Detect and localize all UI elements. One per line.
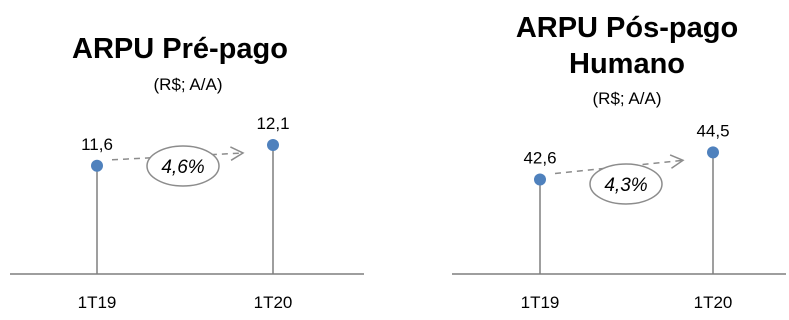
chart2-tick-label: 1T20 [694, 293, 733, 312]
chart2-title-line2: Humano [569, 48, 685, 80]
chart1-tick-label: 1T20 [254, 293, 293, 312]
chart2-growth-label: 4,3% [604, 175, 647, 196]
chart1-tick-label: 1T19 [78, 293, 117, 312]
chart2-value-label: 44,5 [696, 121, 729, 140]
chart2-title-line1: ARPU Pós-pago [516, 12, 738, 44]
chart2-point [707, 146, 719, 159]
chart1-growth-pill [146, 145, 220, 187]
chart2-arrow-head [669, 154, 685, 169]
chart1-point [267, 138, 279, 151]
chart2-subtitle: (R$; A/A) [593, 89, 662, 108]
chart2-point [534, 173, 546, 186]
chart2-tick-label: 1T19 [521, 293, 560, 312]
chart2-growth-pill [589, 163, 663, 205]
chart1-point [91, 159, 103, 172]
chart1-arrow-head [230, 146, 245, 161]
chart1-title: ARPU Pré-pago [72, 33, 288, 65]
chart1-subtitle: (R$; A/A) [154, 75, 223, 94]
chart1-growth-label: 4,6% [161, 157, 204, 178]
chart1-value-label: 12,1 [256, 114, 289, 133]
chart1-value-label: 11,6 [81, 135, 113, 154]
chart2-value-label: 42,6 [523, 149, 556, 168]
